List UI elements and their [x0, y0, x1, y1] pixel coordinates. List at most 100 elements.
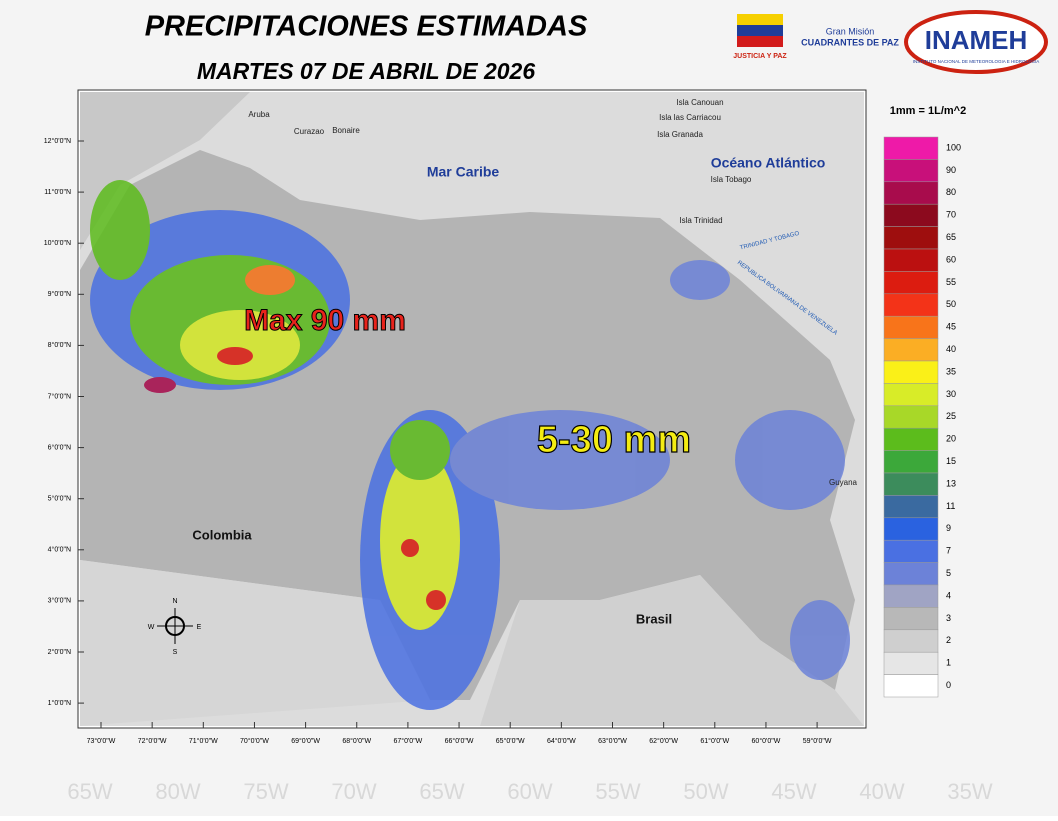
place: Isla Canouan [676, 98, 723, 107]
legend-swatch [883, 450, 939, 474]
legend-swatch [883, 248, 939, 272]
lat-tick-label: 8°0'0"N [48, 341, 71, 349]
precip-area [380, 450, 460, 630]
legend-label: 30 [946, 389, 956, 399]
precip-area [426, 590, 446, 610]
place: Isla las Carriacou [659, 113, 721, 122]
logo-text: CUADRANTES DE PAZ [801, 37, 899, 47]
precip-area [401, 539, 419, 557]
legend-label: 50 [946, 299, 956, 309]
lat-tick-label: 6°0'0"N [48, 443, 71, 451]
legend-label: 65 [946, 232, 956, 242]
background-label: 55W [595, 779, 640, 804]
logos: JUSTICIA Y PAZ Gran Misión CUADRANTES DE… [733, 10, 1048, 74]
lat-tick-label: 2°0'0"N [48, 648, 71, 656]
lat-tick-label: 4°0'0"N [48, 546, 71, 554]
precip-area [245, 265, 295, 295]
precip-area [670, 260, 730, 300]
lon-tick-label: 67°0'0"W [393, 737, 422, 745]
background-labels: 65W 80W 75W 70W 65W 60W 55W 50W 45W 40W 35W [67, 779, 992, 804]
logo-text: INSTITUTO NACIONAL DE METEOROLOGIA E HID… [913, 59, 1040, 64]
precip-area [90, 180, 150, 280]
legend-swatch [883, 427, 939, 451]
legend-swatch [883, 517, 939, 541]
lon-tick-label: 60°0'0"W [752, 737, 781, 745]
place: Guyana [829, 478, 858, 487]
logo-text: Gran Misión [826, 26, 875, 36]
legend-label: 0 [946, 680, 951, 690]
legend-swatch [883, 562, 939, 586]
lon-tick-label: 65°0'0"W [496, 737, 525, 745]
inameh-ring [904, 10, 1048, 74]
legend-swatch [883, 472, 939, 496]
precip-area [217, 347, 253, 365]
legend-label: 70 [946, 210, 956, 220]
background-label: 45W [771, 779, 816, 804]
legend-swatch [883, 271, 939, 295]
axes: 12°0'0"N 11°0'0"N 10°0'0"N 9°0'0"N 8°0'0"N 7°… [44, 137, 832, 745]
compass-label: N [172, 598, 177, 605]
lon-tick-label: 72°0'0"W [138, 737, 167, 745]
compass-label: E [197, 624, 202, 631]
compass: N S E W [148, 598, 202, 656]
background-label: 65W [67, 779, 112, 804]
logo-text: JUSTICIA Y PAZ [733, 53, 787, 60]
lat-tick-label: 11°0'0"N [44, 188, 71, 196]
legend-swatch [883, 383, 939, 407]
flag-blue [737, 25, 783, 36]
lat-tick-label: 3°0'0"N [48, 597, 71, 605]
background-label: 40W [859, 779, 904, 804]
lon-tick-label: 64°0'0"W [547, 737, 576, 745]
legend-label: 40 [946, 344, 956, 354]
legend-swatch [883, 360, 939, 384]
compass-cross [157, 608, 193, 644]
legend-swatch [883, 629, 939, 653]
legend-label: 15 [946, 456, 956, 466]
lon-tick-label: 73°0'0"W [87, 737, 116, 745]
legend-title: 1mm = 1L/m^2 [890, 105, 966, 117]
background-label: 75W [243, 779, 288, 804]
legend-label: 3 [946, 613, 951, 623]
background-label: 80W [155, 779, 200, 804]
legend-label: 45 [946, 322, 956, 332]
lon-tick-label: 61°0'0"W [700, 737, 729, 745]
legend-label: 2 [946, 635, 951, 645]
legend-label: 4 [946, 590, 951, 600]
background-label: 60W [507, 779, 552, 804]
lat-tick-label: 10°0'0"N [44, 239, 71, 247]
land-shade [80, 92, 250, 250]
max-annotation: Max 90 mm [244, 304, 406, 337]
precip-area [735, 410, 845, 510]
precip-area [144, 377, 176, 393]
legend-label: 13 [946, 478, 956, 488]
compass-label: S [173, 649, 178, 656]
range-annotation: 5-30 mm [537, 419, 691, 461]
legend-swatch [883, 203, 939, 227]
legend-swatch [883, 539, 939, 563]
title: PRECIPITACIONES ESTIMADAS [145, 11, 588, 43]
lat-tick-label: 12°0'0"N [44, 137, 71, 145]
lat-tick-label: 5°0'0"N [48, 495, 71, 503]
legend-swatch [883, 674, 939, 698]
place: Isla Granada [657, 130, 703, 139]
legend-swatch [883, 293, 939, 317]
legend-label: 25 [946, 411, 956, 421]
lat-tick-label: 9°0'0"N [48, 290, 71, 298]
precip-area [180, 310, 300, 380]
lon-tick-label: 71°0'0"W [189, 737, 218, 745]
precip-area [390, 420, 450, 480]
lat-tick-label: 7°0'0"N [48, 392, 71, 400]
legend-swatch [883, 159, 939, 183]
lon-tick-label: 70°0'0"W [240, 737, 269, 745]
legend-swatch [883, 315, 939, 339]
legend-label: 80 [946, 187, 956, 197]
country-label: Colombia [192, 527, 252, 542]
legend-swatch [883, 338, 939, 362]
flag-yellow [737, 14, 783, 25]
logo-text: INAMEH [925, 25, 1028, 55]
place: Isla Tobago [711, 175, 752, 184]
legend-swatch [883, 136, 939, 160]
background-label: 65W [419, 779, 464, 804]
